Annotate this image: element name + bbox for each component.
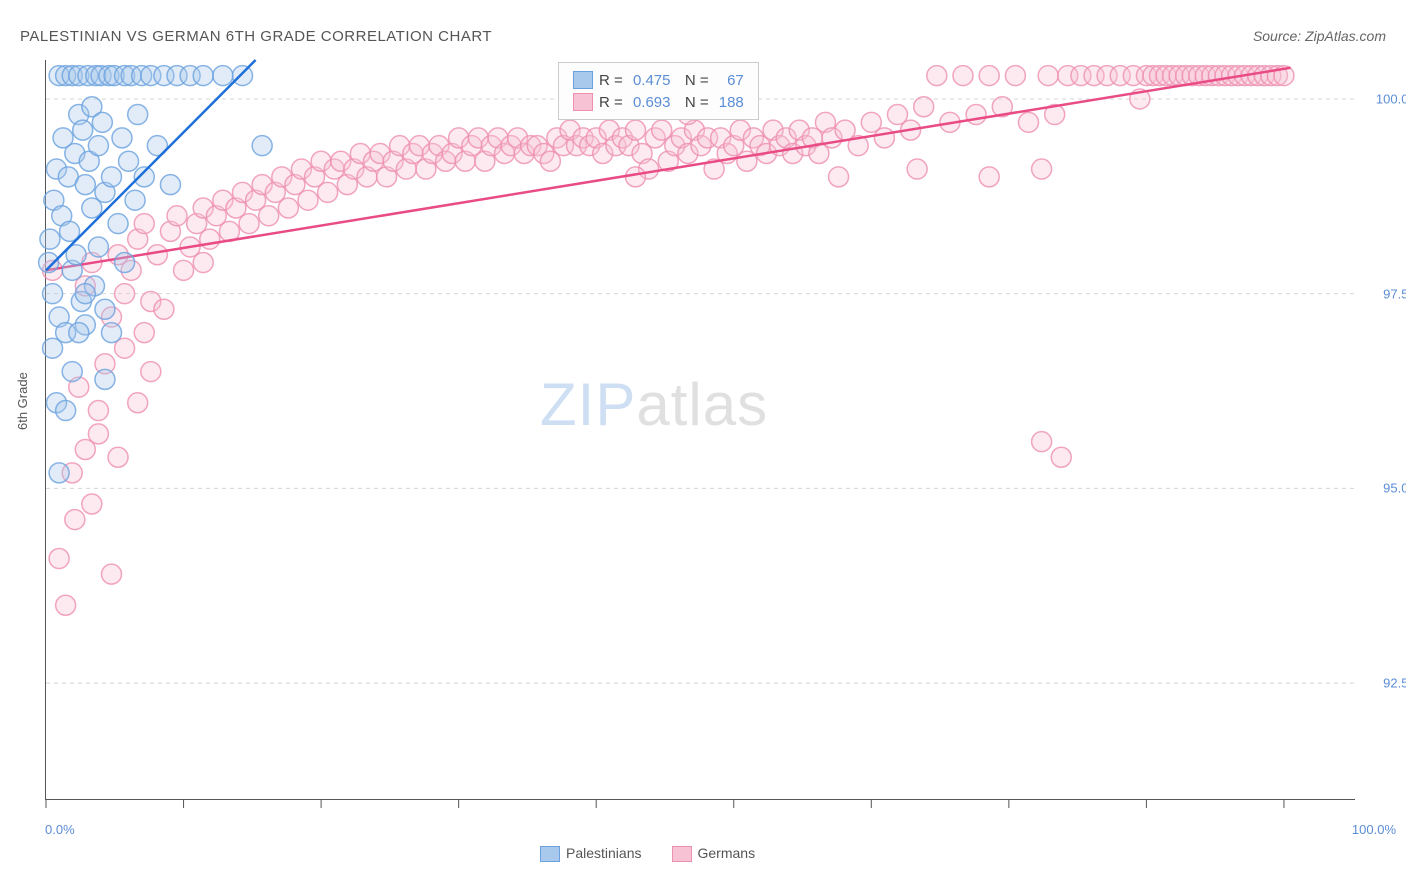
y-tick-label: 97.5% — [1383, 286, 1406, 301]
plot-area: 92.5%95.0%97.5%100.0% — [45, 60, 1355, 800]
y-tick-label: 100.0% — [1376, 91, 1406, 106]
chart-title: PALESTINIAN VS GERMAN 6TH GRADE CORRELAT… — [20, 28, 492, 45]
x-tick-left: 0.0% — [45, 822, 75, 837]
source-label: Source: ZipAtlas.com — [1253, 28, 1386, 44]
swatch-germans — [573, 93, 593, 111]
swatch-germans-icon — [672, 846, 692, 862]
swatch-palestinians — [573, 71, 593, 89]
legend-item-germans: Germans — [672, 845, 756, 862]
scatter-svg — [46, 60, 1356, 800]
legend-item-palestinians: Palestinians — [540, 845, 642, 862]
swatch-palestinians-icon — [540, 846, 560, 862]
n-value-germans: 188 — [719, 94, 744, 111]
correlation-legend: R = 0.475 N = 67 R = 0.693 N = 188 — [558, 62, 759, 120]
y-axis-label: 6th Grade — [15, 372, 30, 430]
r-value-palestinians: 0.475 — [633, 72, 671, 89]
y-tick-label: 92.5% — [1383, 676, 1406, 691]
legend-row-germans: R = 0.693 N = 188 — [573, 91, 744, 113]
n-value-palestinians: 67 — [719, 72, 744, 89]
series-legend: Palestinians Germans — [540, 845, 755, 862]
y-tick-label: 95.0% — [1383, 481, 1406, 496]
legend-row-palestinians: R = 0.475 N = 67 — [573, 69, 744, 91]
x-tick-right: 100.0% — [1352, 822, 1396, 837]
r-value-germans: 0.693 — [633, 94, 671, 111]
